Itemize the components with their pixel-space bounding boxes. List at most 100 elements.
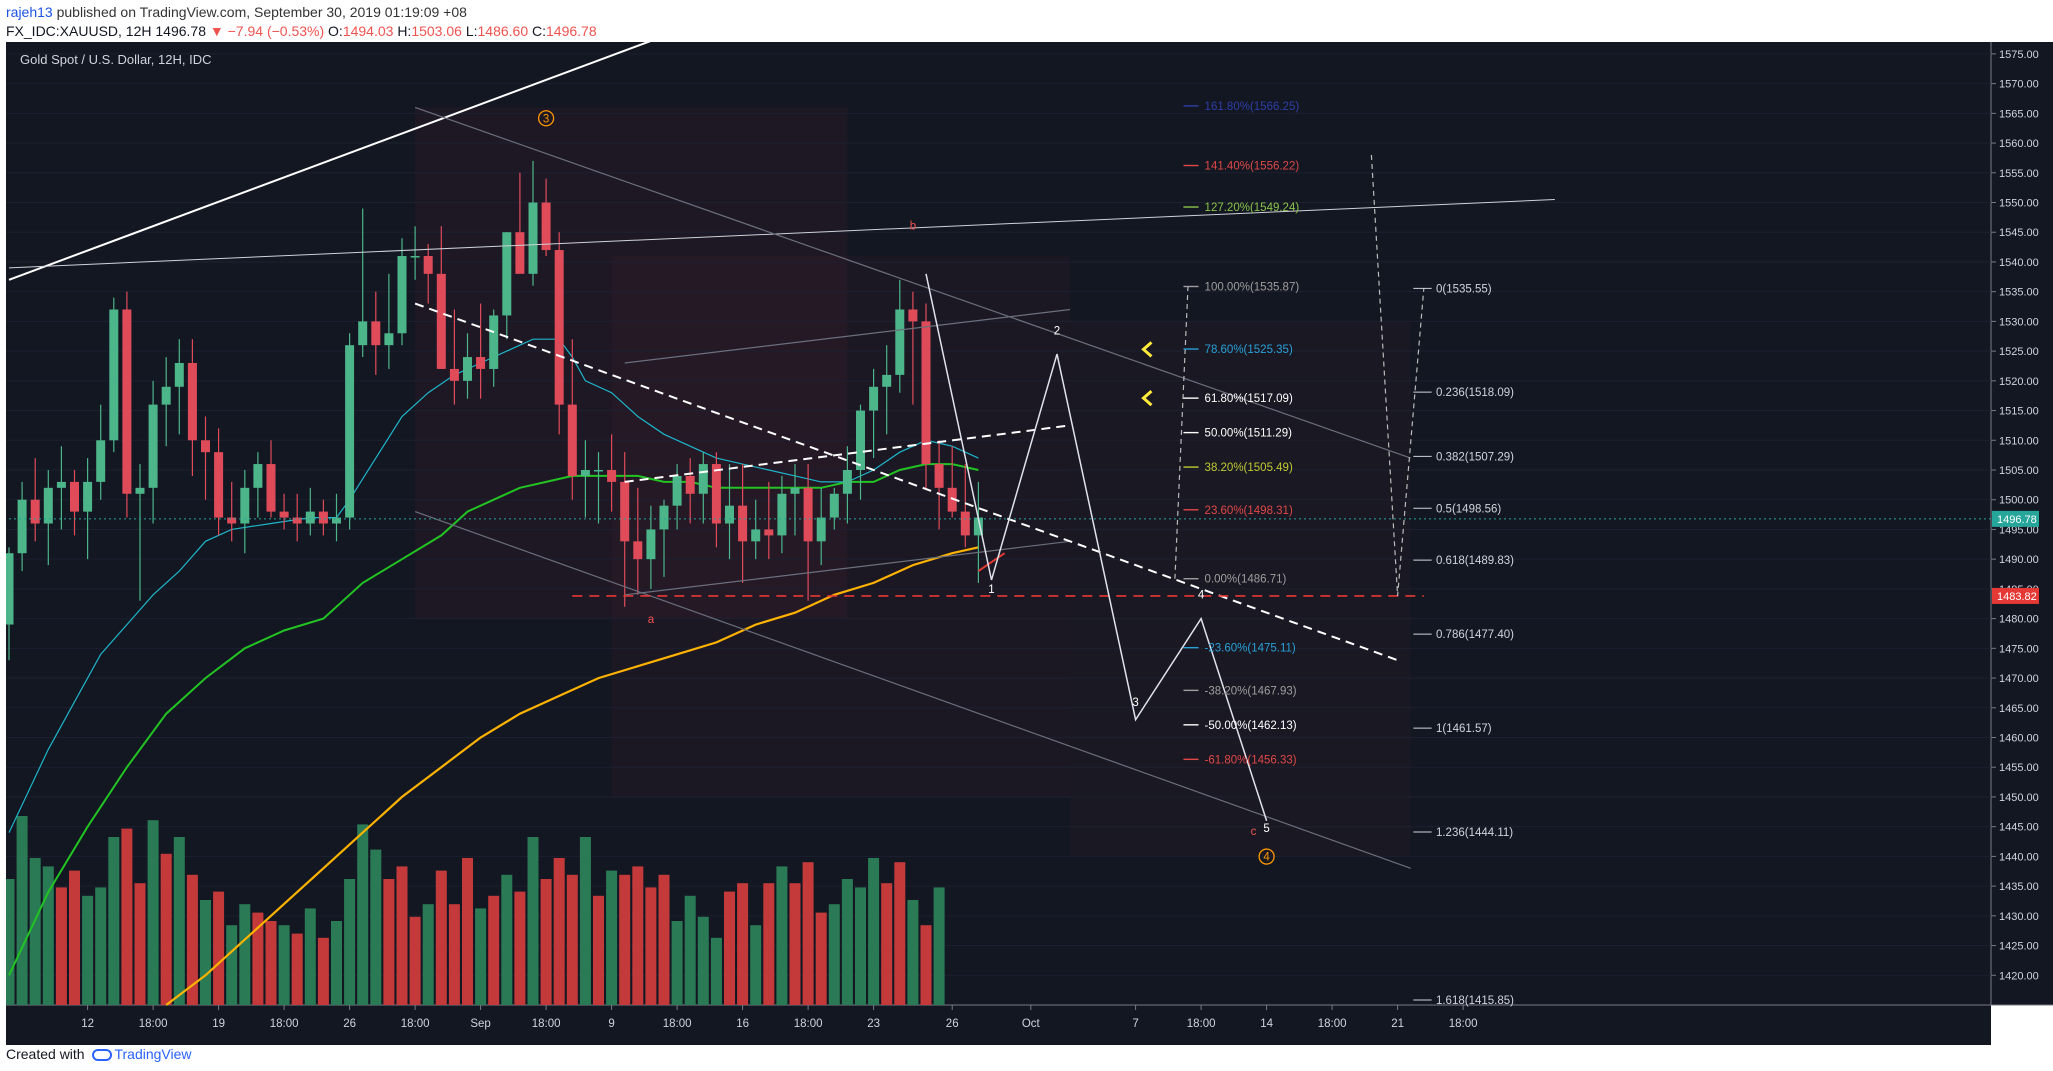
volume-bar xyxy=(671,921,683,1005)
candle-body xyxy=(580,470,590,476)
candle-body xyxy=(17,499,27,554)
candle-body xyxy=(777,493,787,536)
volume-bar xyxy=(514,891,526,1005)
fib-ext-label: 0.236(1518.09) xyxy=(1436,387,1514,399)
chart-title: Gold Spot / U.S. Dollar, 12H, IDC xyxy=(20,52,211,67)
tradingview-brand-link[interactable]: TradingView xyxy=(114,1046,192,1062)
candle-body xyxy=(423,256,433,274)
volume-bar xyxy=(3,879,15,1005)
close-value: 1496.78 xyxy=(546,23,597,39)
correction-box-a xyxy=(415,107,848,619)
volume-bar xyxy=(462,858,473,1005)
volume-bar xyxy=(147,820,159,1005)
wave-label-circle xyxy=(1258,848,1275,865)
price-chart-svg[interactable]: 161.80%(1566.25) 141.40%(1556.22) 127.20%(… xyxy=(3,35,2053,1045)
candle-body xyxy=(384,333,394,346)
volume-bar xyxy=(907,900,919,1005)
candle-body xyxy=(829,493,839,518)
time-tick-label: 23 xyxy=(867,1018,880,1030)
price-tick-label: 1545.00 xyxy=(1999,227,2039,239)
volume-bar xyxy=(475,908,487,1005)
volume-bar xyxy=(750,925,762,1005)
long-trendline xyxy=(8,35,665,281)
price-tick-label: 1520.00 xyxy=(1999,376,2039,388)
fib-level-label: 78.60%(1525.35) xyxy=(1205,344,1293,356)
footer: Created with TradingView xyxy=(6,1046,192,1062)
price-tick-label: 1495.00 xyxy=(1999,524,2039,536)
yellow-arrow-icon xyxy=(1141,389,1153,407)
price-tick-label: 1500.00 xyxy=(1999,495,2039,507)
volume-bar xyxy=(422,904,434,1005)
volume-bar xyxy=(501,874,513,1005)
candle-body xyxy=(449,368,459,381)
time-tick-label: 18:00 xyxy=(1449,1018,1478,1030)
candle-body xyxy=(4,553,14,625)
time-tick-label: 26 xyxy=(343,1018,356,1030)
fib-projection-dashed xyxy=(1174,286,1189,579)
author-link[interactable]: rajeh13 xyxy=(6,4,53,20)
volume-bar xyxy=(213,891,225,1005)
candle-body xyxy=(908,309,918,322)
time-tick-label: 7 xyxy=(1132,1018,1138,1030)
wave-label: a xyxy=(648,614,655,626)
fib-level-label: 50.00%(1511.29) xyxy=(1205,428,1293,440)
chart-area[interactable]: 161.80%(1566.25) 141.40%(1556.22) 127.20%(… xyxy=(3,35,2053,1045)
price-tick-label: 1505.00 xyxy=(1999,465,2039,477)
time-tick-label: 19 xyxy=(212,1018,225,1030)
volume-bar xyxy=(881,883,893,1005)
wave-label: 1 xyxy=(988,584,994,596)
candle-body xyxy=(960,511,970,536)
candle-body xyxy=(502,232,512,316)
volume-bar xyxy=(933,887,945,1005)
candle-body xyxy=(214,452,224,518)
time-tick-label: 18:00 xyxy=(270,1018,299,1030)
candle-body xyxy=(554,250,564,405)
price-tick-label: 1535.00 xyxy=(1999,287,2039,299)
volume-bar xyxy=(95,887,107,1005)
volume-bar xyxy=(160,853,172,1005)
volume-bar xyxy=(619,874,631,1005)
support-price-tag-text: 1483.82 xyxy=(1997,591,2037,603)
fib-level-label: 23.60%(1498.31) xyxy=(1205,505,1293,517)
fib-ext-label: 0.786(1477.40) xyxy=(1436,629,1514,641)
resistance-trendline xyxy=(8,199,1555,269)
channel-upper-line xyxy=(414,106,1411,459)
last-price: 1496.78 xyxy=(155,23,206,39)
volume-bar xyxy=(186,874,198,1005)
candle-body xyxy=(397,256,407,334)
volume-bar xyxy=(540,879,552,1005)
time-tick-label: 18:00 xyxy=(532,1018,561,1030)
candle-body xyxy=(332,517,341,524)
candle-body xyxy=(318,511,328,524)
volume-bar xyxy=(802,862,814,1005)
last-price-tag-text: 1496.78 xyxy=(1997,514,2037,526)
wave-label: 3 xyxy=(543,113,549,125)
low-label: L: xyxy=(465,23,478,39)
volume-bar xyxy=(553,858,565,1005)
time-tick-label: 18:00 xyxy=(139,1018,168,1030)
volume-bar xyxy=(632,866,644,1005)
fib-level-label: 127.20%(1549.24) xyxy=(1205,202,1300,214)
volume-bar xyxy=(448,904,460,1005)
volume-bar xyxy=(396,866,408,1005)
volume-bar xyxy=(344,879,356,1005)
price-tick-label: 1515.00 xyxy=(1999,406,2039,418)
fib-ext-label: 0.382(1507.29) xyxy=(1436,451,1514,463)
candle-body xyxy=(30,499,40,524)
volume-bar xyxy=(357,824,369,1005)
high-label: H: xyxy=(397,23,412,39)
volume-bar xyxy=(868,858,880,1005)
candle-body xyxy=(842,470,852,494)
fib-level-label: 0.00%(1486.71) xyxy=(1205,574,1287,586)
symbol-info-line: FX_IDC:XAUUSD, 12H 1496.78 ▼ −7.94 (−0.5… xyxy=(6,23,597,39)
fib-level-label: -23.60%(1475.11) xyxy=(1205,643,1296,655)
candle-body xyxy=(973,517,983,536)
time-tick-label: 18:00 xyxy=(794,1018,823,1030)
open-label: O: xyxy=(328,23,343,39)
triangle-lower-line xyxy=(624,540,1071,596)
candle-body xyxy=(109,309,119,441)
fib-ext-dashed xyxy=(1370,154,1425,596)
time-tick-label: 12 xyxy=(81,1018,94,1030)
volume-bar xyxy=(789,883,801,1005)
time-axis-background xyxy=(6,1005,1991,1045)
